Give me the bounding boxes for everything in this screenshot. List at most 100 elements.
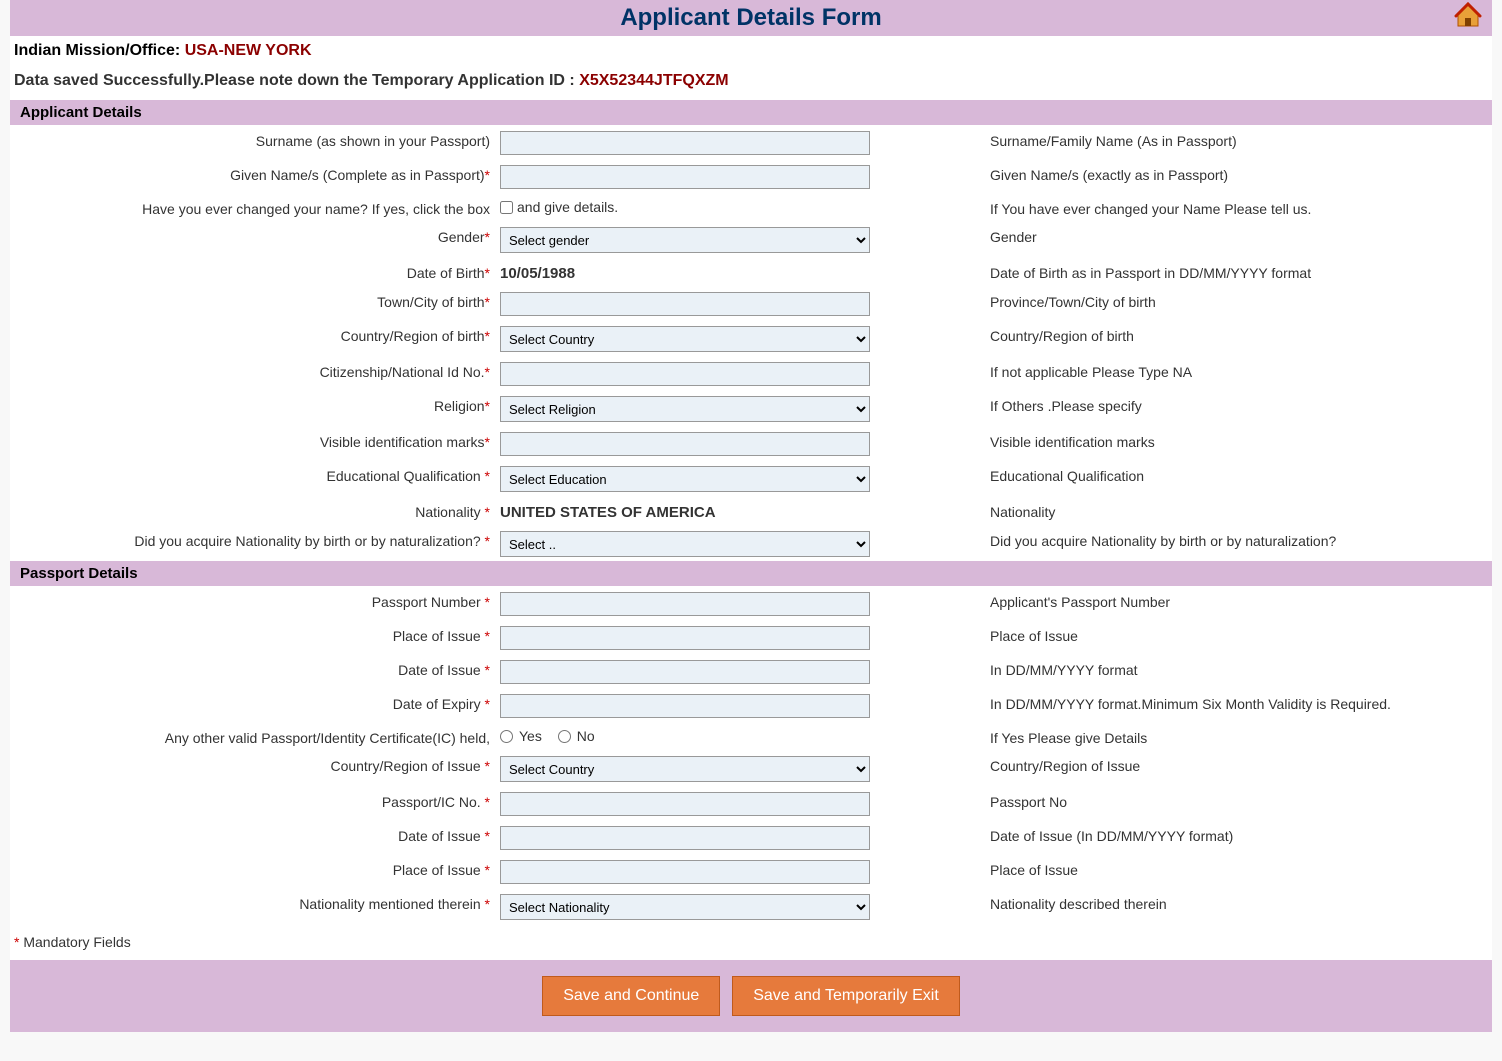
row-changed-name: Have you ever changed your name? If yes,… bbox=[10, 193, 1492, 221]
label-national-id: Citizenship/National Id No. bbox=[320, 364, 485, 380]
ic-doi-input[interactable] bbox=[500, 826, 870, 850]
gender-select[interactable]: Select gender bbox=[500, 227, 870, 253]
mission-value: USA-NEW YORK bbox=[185, 42, 312, 59]
section-applicant: Applicant Details bbox=[10, 100, 1492, 125]
label-other-pp: Any other valid Passport/Identity Certif… bbox=[10, 726, 500, 746]
row-ic-place: Place of Issue * Place of Issue bbox=[10, 854, 1492, 888]
hint-acquired: Did you acquire Nationality by birth or … bbox=[880, 529, 1492, 549]
button-bar: Save and Continue Save and Temporarily E… bbox=[10, 960, 1492, 1032]
label-pp-doe: Date of Expiry bbox=[393, 696, 485, 712]
row-marks: Visible identification marks* Visible id… bbox=[10, 426, 1492, 460]
label-pp-doi: Date of Issue bbox=[398, 662, 484, 678]
passport-doi-input[interactable] bbox=[500, 660, 870, 684]
form-container: Applicant Details Form Indian Mission/Of… bbox=[10, 0, 1492, 1032]
req-star: * bbox=[485, 229, 490, 245]
req-star: * bbox=[485, 504, 490, 520]
passport-doe-input[interactable] bbox=[500, 694, 870, 718]
other-pp-no-label: No bbox=[577, 728, 595, 744]
req-star: * bbox=[485, 294, 490, 310]
req-star: * bbox=[485, 828, 490, 844]
hint-ic-place: Place of Issue bbox=[880, 858, 1492, 878]
label-ic-nat: Nationality mentioned therein bbox=[299, 896, 484, 912]
save-continue-button[interactable]: Save and Continue bbox=[542, 976, 720, 1016]
row-religion: Religion* Select Religion If Others .Ple… bbox=[10, 390, 1492, 426]
row-ic-nat: Nationality mentioned therein * Select N… bbox=[10, 888, 1492, 924]
label-ic-country: Country/Region of Issue bbox=[330, 758, 484, 774]
row-ic-country: Country/Region of Issue * Select Country… bbox=[10, 750, 1492, 786]
hint-marks: Visible identification marks bbox=[880, 430, 1492, 450]
surname-input[interactable] bbox=[500, 131, 870, 155]
ic-country-select[interactable]: Select Country bbox=[500, 756, 870, 782]
marks-input[interactable] bbox=[500, 432, 870, 456]
hint-dob: Date of Birth as in Passport in DD/MM/YY… bbox=[880, 261, 1492, 281]
acquired-select[interactable]: Select .. bbox=[500, 531, 870, 557]
req-star: * bbox=[485, 364, 490, 380]
req-star: * bbox=[485, 896, 490, 912]
row-other-pp: Any other valid Passport/Identity Certif… bbox=[10, 722, 1492, 750]
label-changed: Have you ever changed your name? If yes,… bbox=[10, 197, 500, 217]
row-pp-number: Passport Number * Applicant's Passport N… bbox=[10, 586, 1492, 620]
hint-town: Province/Town/City of birth bbox=[880, 290, 1492, 310]
hint-country-birth: Country/Region of birth bbox=[880, 324, 1492, 344]
label-surname: Surname (as shown in your Passport) bbox=[10, 129, 500, 149]
row-ic-doi: Date of Issue * Date of Issue (In DD/MM/… bbox=[10, 820, 1492, 854]
other-pp-no-radio[interactable] bbox=[558, 730, 571, 743]
hint-gender: Gender bbox=[880, 225, 1492, 245]
row-surname: Surname (as shown in your Passport) Surn… bbox=[10, 125, 1492, 159]
req-star: * bbox=[485, 167, 490, 183]
nationality-value: UNITED STATES OF AMERICA bbox=[500, 502, 880, 521]
religion-select[interactable]: Select Religion bbox=[500, 396, 870, 422]
label-acquired: Did you acquire Nationality by birth or … bbox=[134, 533, 484, 549]
label-ic-place: Place of Issue bbox=[393, 862, 485, 878]
row-acquired: Did you acquire Nationality by birth or … bbox=[10, 525, 1492, 561]
hint-pp-doi: In DD/MM/YYYY format bbox=[880, 658, 1492, 678]
row-pp-place: Place of Issue * Place of Issue bbox=[10, 620, 1492, 654]
hint-ic-number: Passport No bbox=[880, 790, 1492, 810]
hint-pp-place: Place of Issue bbox=[880, 624, 1492, 644]
hint-surname: Surname/Family Name (As in Passport) bbox=[880, 129, 1492, 149]
page-title: Applicant Details Form bbox=[620, 4, 881, 31]
ic-nationality-select[interactable]: Select Nationality bbox=[500, 894, 870, 920]
hint-ic-nat: Nationality described therein bbox=[880, 892, 1492, 912]
title-bar: Applicant Details Form bbox=[10, 0, 1492, 36]
hint-pp-number: Applicant's Passport Number bbox=[880, 590, 1492, 610]
hint-ic-country: Country/Region of Issue bbox=[880, 754, 1492, 774]
row-pp-doe: Date of Expiry * In DD/MM/YYYY format.Mi… bbox=[10, 688, 1492, 722]
req-star: * bbox=[485, 533, 490, 549]
home-icon[interactable] bbox=[1454, 2, 1482, 28]
label-town: Town/City of birth bbox=[377, 294, 484, 310]
hint-ic-doi: Date of Issue (In DD/MM/YYYY format) bbox=[880, 824, 1492, 844]
row-given: Given Name/s (Complete as in Passport)* … bbox=[10, 159, 1492, 193]
passport-number-input[interactable] bbox=[500, 592, 870, 616]
label-ic-number: Passport/IC No. bbox=[382, 794, 485, 810]
hint-changed: If You have ever changed your Name Pleas… bbox=[880, 197, 1492, 217]
label-gender: Gender bbox=[438, 229, 485, 245]
row-national-id: Citizenship/National Id No.* If not appl… bbox=[10, 356, 1492, 390]
row-pp-doi: Date of Issue * In DD/MM/YYYY format bbox=[10, 654, 1492, 688]
changed-name-checkbox[interactable] bbox=[500, 201, 513, 214]
town-input[interactable] bbox=[500, 292, 870, 316]
national-id-input[interactable] bbox=[500, 362, 870, 386]
hint-given: Given Name/s (exactly as in Passport) bbox=[880, 163, 1492, 183]
req-star: * bbox=[485, 328, 490, 344]
label-given: Given Name/s (Complete as in Passport) bbox=[230, 167, 484, 183]
ic-number-input[interactable] bbox=[500, 792, 870, 816]
label-nationality: Nationality bbox=[415, 504, 484, 520]
given-name-input[interactable] bbox=[500, 165, 870, 189]
other-pp-yes-radio[interactable] bbox=[500, 730, 513, 743]
hint-other-pp: If Yes Please give Details bbox=[880, 726, 1492, 746]
education-select[interactable]: Select Education bbox=[500, 466, 870, 492]
passport-place-input[interactable] bbox=[500, 626, 870, 650]
label-pp-place: Place of Issue bbox=[393, 628, 485, 644]
hint-national-id: If not applicable Please Type NA bbox=[880, 360, 1492, 380]
req-star: * bbox=[485, 468, 490, 484]
ic-place-input[interactable] bbox=[500, 860, 870, 884]
other-pp-yes-label: Yes bbox=[519, 728, 542, 744]
label-marks: Visible identification marks bbox=[320, 434, 485, 450]
dob-value: 10/05/1988 bbox=[500, 263, 880, 282]
save-exit-button[interactable]: Save and Temporarily Exit bbox=[732, 976, 960, 1016]
country-birth-select[interactable]: Select Country bbox=[500, 326, 870, 352]
label-country-birth: Country/Region of birth bbox=[341, 328, 485, 344]
mandatory-note: * Mandatory Fields bbox=[10, 924, 1492, 960]
application-id: X5X52344JTFQXZM bbox=[579, 72, 728, 89]
